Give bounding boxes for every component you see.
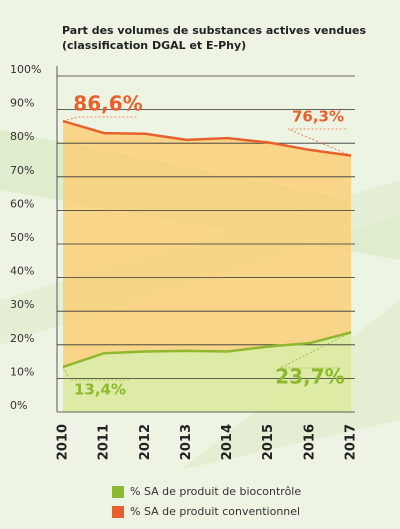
x-tick-label: 2013 [179, 424, 194, 460]
y-tick-label: 50% [10, 231, 34, 244]
y-tick-label: 0% [10, 399, 27, 412]
x-tick-label: 2015 [261, 424, 276, 460]
value-label: 86,6% [73, 92, 142, 116]
legend-label: % SA de produit de biocontrôle [130, 485, 301, 498]
x-tick-label: 2016 [302, 424, 317, 460]
y-tick-label: 30% [10, 298, 34, 311]
chart-title: Part des volumes de substances actives v… [62, 24, 366, 37]
y-tick-label: 40% [10, 265, 34, 278]
x-tick-label: 2014 [220, 424, 235, 460]
y-tick-label: 80% [10, 130, 34, 143]
legend-swatch [112, 486, 124, 498]
chart-title: (classification DGAL et E-Phy) [62, 39, 246, 52]
value-label: 76,3% [292, 108, 344, 126]
legend-label: % SA de produit conventionnel [130, 505, 300, 518]
legend-swatch [112, 506, 124, 518]
x-tick-label: 2011 [97, 424, 112, 460]
x-tick-label: 2012 [138, 424, 153, 460]
y-tick-label: 100% [10, 63, 41, 76]
value-label: 13,4% [74, 381, 126, 399]
y-tick-label: 10% [10, 365, 34, 378]
y-tick-label: 20% [10, 332, 34, 345]
y-tick-label: 60% [10, 197, 34, 210]
x-tick-label: 2010 [56, 424, 71, 460]
x-tick-label: 2017 [344, 424, 359, 460]
y-tick-label: 90% [10, 97, 34, 110]
y-tick-label: 70% [10, 164, 34, 177]
chart: Part des volumes de substances actives v… [0, 0, 400, 529]
